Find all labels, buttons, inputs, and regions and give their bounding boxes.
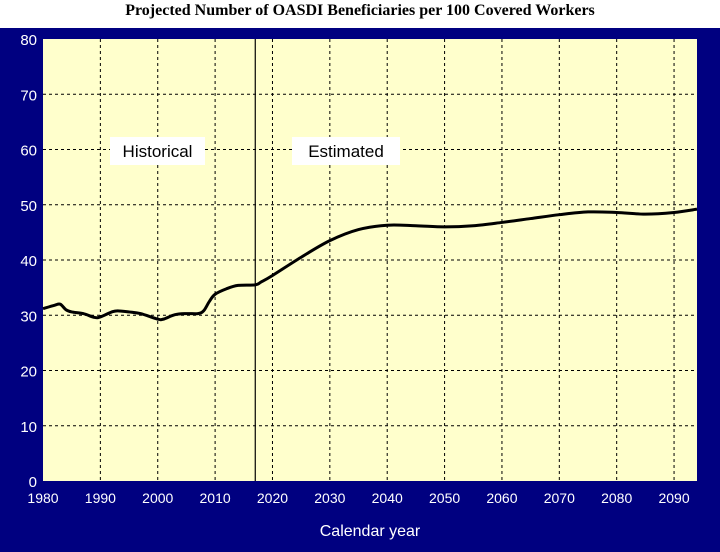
- x-tick-label: 2000: [142, 490, 173, 506]
- y-tick-label: 50: [20, 198, 37, 215]
- annotation-box: [292, 137, 400, 165]
- series-line: [42, 207, 698, 322]
- x-tick-label: 1990: [85, 490, 116, 506]
- annotation-historical: Historical: [123, 142, 193, 161]
- y-tick-label: 30: [20, 308, 37, 325]
- chart-title: Projected Number of OASDI Beneficiaries …: [125, 2, 595, 19]
- y-tick-label: 20: [20, 364, 37, 381]
- annotation-box: [110, 137, 205, 165]
- x-tick-label: 2020: [257, 490, 288, 506]
- x-tick-label: 2080: [601, 490, 632, 506]
- y-tick-label: 10: [20, 419, 37, 436]
- y-tick-label: 70: [20, 87, 37, 104]
- x-tick-label: 2070: [544, 490, 575, 506]
- x-tick-label: 2030: [314, 490, 345, 506]
- y-tick-label: 0: [29, 474, 37, 491]
- y-tick-label: 40: [20, 253, 37, 270]
- y-tick-label: 80: [20, 32, 37, 49]
- x-tick-label: 2090: [658, 490, 689, 506]
- y-tick-label: 60: [20, 143, 37, 160]
- x-tick-label: 2040: [372, 490, 403, 506]
- x-tick-label: 2010: [200, 490, 231, 506]
- x-tick-label: 2050: [429, 490, 460, 506]
- annotation-estimated: Estimated: [308, 142, 384, 161]
- x-tick-label: 2060: [486, 490, 517, 506]
- x-axis-label: Calendar year: [320, 523, 421, 540]
- x-tick-label: 1980: [27, 490, 58, 506]
